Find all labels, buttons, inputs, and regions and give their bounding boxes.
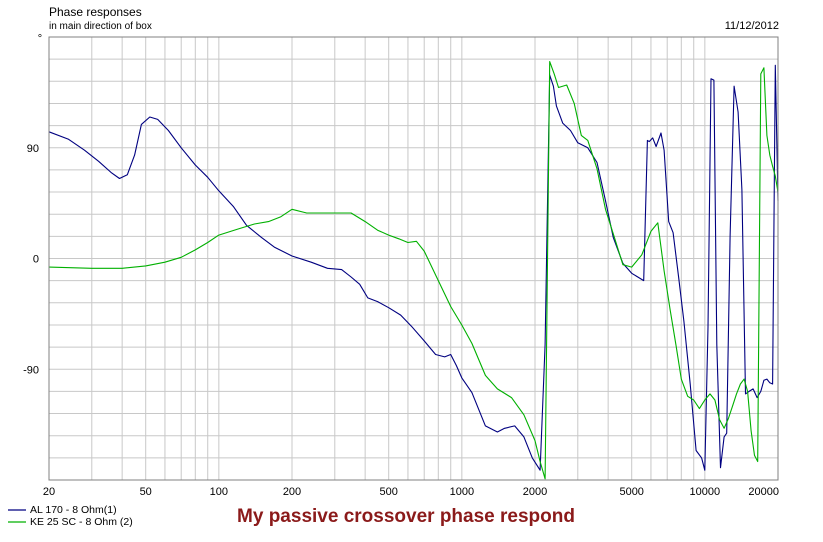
x-tick-label: 20000 (748, 486, 779, 498)
x-tick-label: 500 (380, 486, 398, 498)
legend-label-al170: AL 170 - 8 Ohm(1) (30, 504, 117, 516)
series-layer (48, 61, 779, 480)
series-line-0 (48, 64, 779, 471)
legend-item-ke25sc: KE 25 SC - 8 Ohm (2) (8, 516, 133, 528)
y-tick-label: 0 (33, 254, 39, 266)
x-tick-label: 5000 (619, 486, 643, 498)
y-tick-label: -90 (23, 364, 39, 376)
x-tick-label: 2000 (523, 486, 547, 498)
grid-lines (49, 37, 778, 480)
x-tick-label: 200 (283, 486, 301, 498)
x-tick-label: 10000 (690, 486, 721, 498)
x-tick-label: 1000 (450, 486, 474, 498)
x-tick-label: 50 (140, 486, 152, 498)
y-tick-label: 90 (27, 143, 39, 155)
chart-caption: My passive crossover phase respond (237, 506, 575, 527)
chart-title: Phase responses (49, 5, 142, 19)
chart-header: Phase responses in main direction of box… (49, 5, 779, 32)
y-unit-label: ° (38, 33, 42, 45)
x-tick-label: 20 (43, 486, 55, 498)
legend-item-al170: AL 170 - 8 Ohm(1) (8, 504, 117, 516)
chart-date: 11/12/2012 (725, 20, 779, 32)
legend-label-ke25sc: KE 25 SC - 8 Ohm (2) (30, 516, 133, 528)
series-line-1 (48, 61, 779, 480)
legend: AL 170 - 8 Ohm(1) KE 25 SC - 8 Ohm (2) (8, 504, 133, 528)
y-tick-labels: 90 0 -90 (23, 143, 39, 377)
plot-frame (48, 36, 779, 481)
x-tick-labels: 20 50 100 200 500 1000 2000 5000 10000 20000 (43, 486, 779, 498)
chart-subtitle: in main direction of box (49, 21, 152, 32)
x-tick-label: 100 (210, 486, 228, 498)
